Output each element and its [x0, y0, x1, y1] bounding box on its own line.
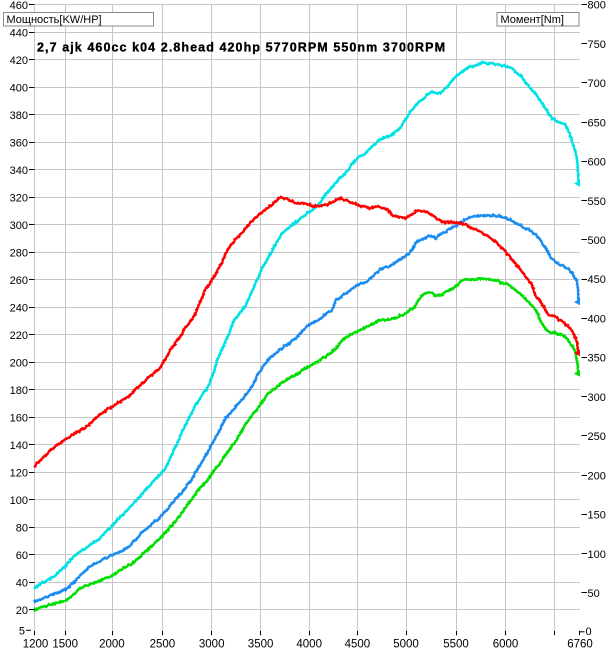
svg-text:0: 0	[586, 626, 592, 638]
svg-text:100: 100	[588, 549, 606, 561]
svg-text:140: 140	[10, 440, 28, 452]
svg-text:380: 380	[10, 110, 28, 122]
svg-text:2,7 ajk 460cc k04 2.8head 420h: 2,7 ajk 460cc k04 2.8head 420hp 5770RPM …	[37, 41, 445, 55]
svg-text:20: 20	[16, 605, 28, 617]
svg-text:6760: 6760	[567, 639, 593, 651]
svg-text:320: 320	[10, 192, 28, 204]
svg-text:300: 300	[10, 220, 28, 232]
svg-text:3500: 3500	[248, 639, 274, 651]
svg-text:4000: 4000	[296, 639, 322, 651]
svg-text:360: 360	[10, 137, 28, 149]
svg-text:460: 460	[10, 0, 28, 12]
svg-text:280: 280	[10, 247, 28, 259]
svg-text:5: 5	[19, 626, 25, 638]
svg-text:260: 260	[10, 275, 28, 287]
svg-text:700: 700	[588, 78, 606, 90]
svg-text:2000: 2000	[99, 639, 125, 651]
svg-text:800: 800	[588, 0, 606, 12]
svg-text:450: 450	[588, 274, 606, 286]
svg-text:120: 120	[10, 467, 28, 479]
svg-text:750: 750	[588, 39, 606, 51]
svg-text:220: 220	[10, 330, 28, 342]
svg-text:60: 60	[16, 550, 28, 562]
svg-text:340: 340	[10, 165, 28, 177]
svg-text:4500: 4500	[345, 639, 371, 651]
svg-text:400: 400	[588, 313, 606, 325]
svg-text:300: 300	[588, 392, 606, 404]
svg-text:440: 440	[10, 27, 28, 39]
svg-text:650: 650	[588, 117, 606, 129]
svg-text:250: 250	[588, 431, 606, 443]
svg-text:Мощность[KW/HP]: Мощность[KW/HP]	[7, 14, 102, 26]
svg-text:2500: 2500	[150, 639, 176, 651]
svg-text:420: 420	[10, 55, 28, 67]
svg-text:3000: 3000	[199, 639, 225, 651]
svg-text:500: 500	[588, 235, 606, 247]
svg-text:100: 100	[10, 495, 28, 507]
svg-text:150: 150	[588, 510, 606, 522]
svg-text:80: 80	[16, 522, 28, 534]
svg-text:Момент[Nm]: Момент[Nm]	[501, 14, 564, 26]
svg-text:1500: 1500	[52, 639, 78, 651]
svg-text:240: 240	[10, 302, 28, 314]
svg-text:350: 350	[588, 353, 606, 365]
svg-text:200: 200	[10, 357, 28, 369]
svg-text:40: 40	[16, 577, 28, 589]
svg-text:160: 160	[10, 412, 28, 424]
svg-text:180: 180	[10, 385, 28, 397]
svg-text:6000: 6000	[493, 639, 519, 651]
svg-text:600: 600	[588, 157, 606, 169]
svg-text:1200: 1200	[23, 639, 49, 651]
svg-text:5500: 5500	[443, 639, 469, 651]
svg-text:550: 550	[588, 196, 606, 208]
svg-text:200: 200	[588, 470, 606, 482]
svg-text:5000: 5000	[393, 639, 419, 651]
svg-text:50: 50	[588, 588, 600, 600]
svg-text:400: 400	[10, 82, 28, 94]
